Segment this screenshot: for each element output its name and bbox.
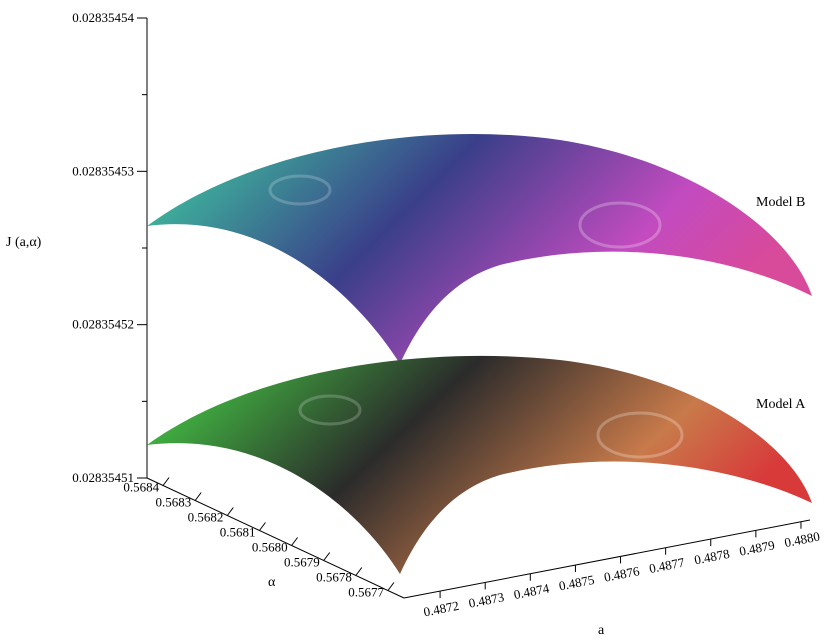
surface-a-mesh <box>147 355 812 574</box>
surface-b-rings <box>578 201 662 249</box>
z-axis-label: J (a,α) <box>6 235 42 250</box>
alpha-tick-mark <box>226 507 234 516</box>
a-tick-label: 0.4875 <box>558 572 596 594</box>
z-tick-label: 0.02835453 <box>72 163 134 178</box>
alpha-tick-label: 0.5681 <box>220 525 256 540</box>
alpha-axis-ticks: 0.56840.56830.56820.56810.56800.56790.56… <box>123 477 395 600</box>
surface-model-a <box>147 355 812 574</box>
surface-a-rings <box>298 394 362 426</box>
alpha-tick-label: 0.5679 <box>284 555 320 570</box>
surface-model-b <box>147 133 812 364</box>
alpha-tick-mark <box>355 567 363 576</box>
alpha-tick-mark <box>323 552 331 561</box>
series-label-model-a: Model A <box>756 397 806 412</box>
series-label-model-b: Model B <box>756 195 805 210</box>
alpha-tick-label: 0.5682 <box>188 510 224 525</box>
a-tick-label: 0.4879 <box>738 537 776 559</box>
alpha-tick-mark <box>194 492 202 501</box>
z-tick-label: 0.02835454 <box>72 10 134 25</box>
a-tick-label: 0.4880 <box>783 529 821 551</box>
alpha-tick-mark <box>162 477 170 486</box>
a-tick-label: 0.4874 <box>512 580 550 602</box>
alpha-tick-label: 0.5677 <box>348 585 384 600</box>
alpha-tick-label: 0.5683 <box>155 495 191 510</box>
alpha-axis-label: α <box>268 575 276 590</box>
a-tick-label: 0.4876 <box>603 563 641 585</box>
z-tick-label: 0.02835451 <box>72 470 134 485</box>
alpha-tick-mark <box>387 582 395 591</box>
surface-b-rings <box>268 174 332 206</box>
alpha-tick-label: 0.5678 <box>316 570 352 585</box>
a-tick-label: 0.4877 <box>648 554 686 576</box>
alpha-tick-label: 0.5680 <box>252 540 288 555</box>
surface-b-mesh <box>147 133 812 364</box>
a-tick-label: 0.4872 <box>422 598 460 620</box>
z-tick-label: 0.02835452 <box>72 317 134 332</box>
a-tick-label: 0.4873 <box>467 589 505 611</box>
a-axis-ticks: 0.4872 0.4873 0.4874 0.4875 0.4876 0.4877 0.48… <box>422 521 821 620</box>
alpha-tick-mark <box>259 522 266 531</box>
alpha-tick-mark <box>291 537 298 546</box>
a-axis-label: a <box>598 623 605 638</box>
surface-a-rings <box>596 411 684 459</box>
z-axis-ticks: 0.02835451 0.02835452 0.02835453 0.02835454 <box>72 10 147 485</box>
alpha-tick-label: 0.5684 <box>123 480 159 495</box>
alpha-axis-line <box>146 477 405 599</box>
a-axis-line <box>403 519 811 599</box>
a-tick-label: 0.4878 <box>693 546 731 568</box>
